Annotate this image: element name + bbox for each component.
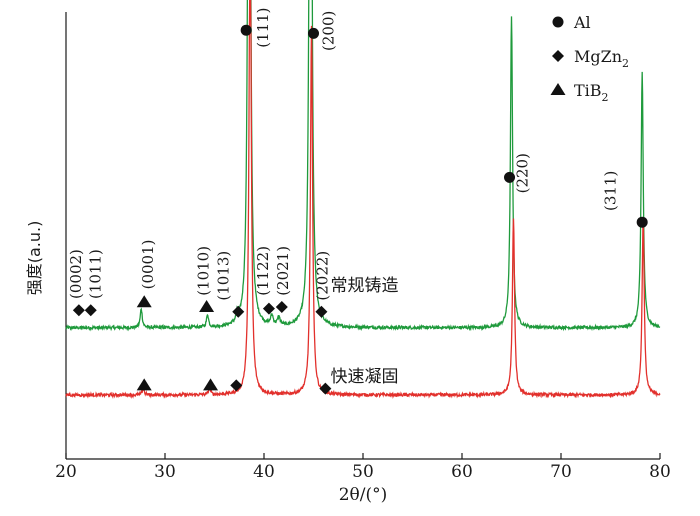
hkl-label-6: (1122) bbox=[254, 246, 272, 296]
x-tick-label-1: 20 bbox=[55, 462, 77, 482]
mgzn2-marker-5 bbox=[232, 305, 245, 318]
legend-tib2-icon bbox=[550, 83, 566, 95]
hkl-label-12: (311) bbox=[601, 171, 619, 211]
hkl-label-1: (0002) bbox=[67, 249, 85, 299]
hkl-label-11: (220) bbox=[513, 153, 531, 193]
x-tick-label-6: 70 bbox=[550, 462, 572, 482]
al-marker-12 bbox=[636, 216, 648, 228]
hkl-label-3: (0001) bbox=[139, 240, 157, 290]
series-label-1: 常规铸造 bbox=[331, 276, 399, 296]
hkl-label-8: (2022) bbox=[313, 251, 331, 301]
legend-al-icon bbox=[552, 16, 564, 28]
tib2-marker-13 bbox=[136, 378, 152, 391]
x-tick-layer: 20 30 40 50 60 70 80 bbox=[55, 453, 671, 482]
mgzn2-marker-6 bbox=[262, 302, 275, 315]
x-axis-title: 2θ/(°) bbox=[339, 485, 388, 505]
mgzn2-marker-8 bbox=[315, 305, 328, 318]
al-marker-9 bbox=[240, 24, 252, 36]
y-axis-title: 强度(a.u.) bbox=[25, 221, 44, 296]
x-tick-label-2: 30 bbox=[154, 462, 176, 482]
legend-subscript-tib2: 2 bbox=[602, 91, 609, 104]
series-label-2: 快速凝固 bbox=[331, 367, 399, 387]
tib2-marker-14 bbox=[203, 378, 219, 391]
legend-subscript-mgzn2: 2 bbox=[622, 57, 629, 70]
mgzn2-marker-1 bbox=[72, 304, 85, 317]
hkl-label-10: (200) bbox=[319, 11, 337, 51]
legend-label-al: Al bbox=[573, 13, 591, 32]
hkl-label-5: (1013) bbox=[214, 251, 232, 301]
mgzn2-marker-7 bbox=[275, 301, 288, 313]
al-marker-11 bbox=[504, 171, 516, 183]
hkl-label-4: (1010) bbox=[195, 246, 213, 296]
x-tick-label-7: 80 bbox=[649, 462, 671, 482]
hkl-label-9: (111) bbox=[254, 7, 272, 47]
mgzn2-marker-15 bbox=[230, 379, 243, 392]
tib2-marker-4 bbox=[199, 300, 215, 312]
series-line-1 bbox=[65, 0, 661, 332]
phase-marker-layer bbox=[72, 24, 648, 395]
legend-label-tib2: TiB2 bbox=[574, 81, 609, 104]
hkl-label-7: (2021) bbox=[274, 246, 292, 296]
x-tick-label-3: 40 bbox=[253, 462, 275, 482]
hkl-annotation-layer: (0002) (1011) (0001) (1010) (1013) (1122) (202… bbox=[67, 7, 620, 300]
legend-mgzn2-icon bbox=[552, 50, 564, 62]
x-tick-label-5: 60 bbox=[451, 462, 473, 482]
legend: Al MgZn2 TiB2 bbox=[550, 13, 629, 104]
legend-label-mgzn2: MgZn2 bbox=[574, 47, 629, 70]
hkl-label-2: (1011) bbox=[87, 249, 105, 299]
mgzn2-marker-16 bbox=[319, 382, 332, 395]
series-line-2 bbox=[65, 0, 661, 400]
mgzn2-marker-2 bbox=[84, 304, 97, 317]
al-marker-10 bbox=[308, 27, 319, 39]
tib2-marker-3 bbox=[136, 295, 152, 308]
x-tick-label-4: 50 bbox=[352, 462, 374, 482]
